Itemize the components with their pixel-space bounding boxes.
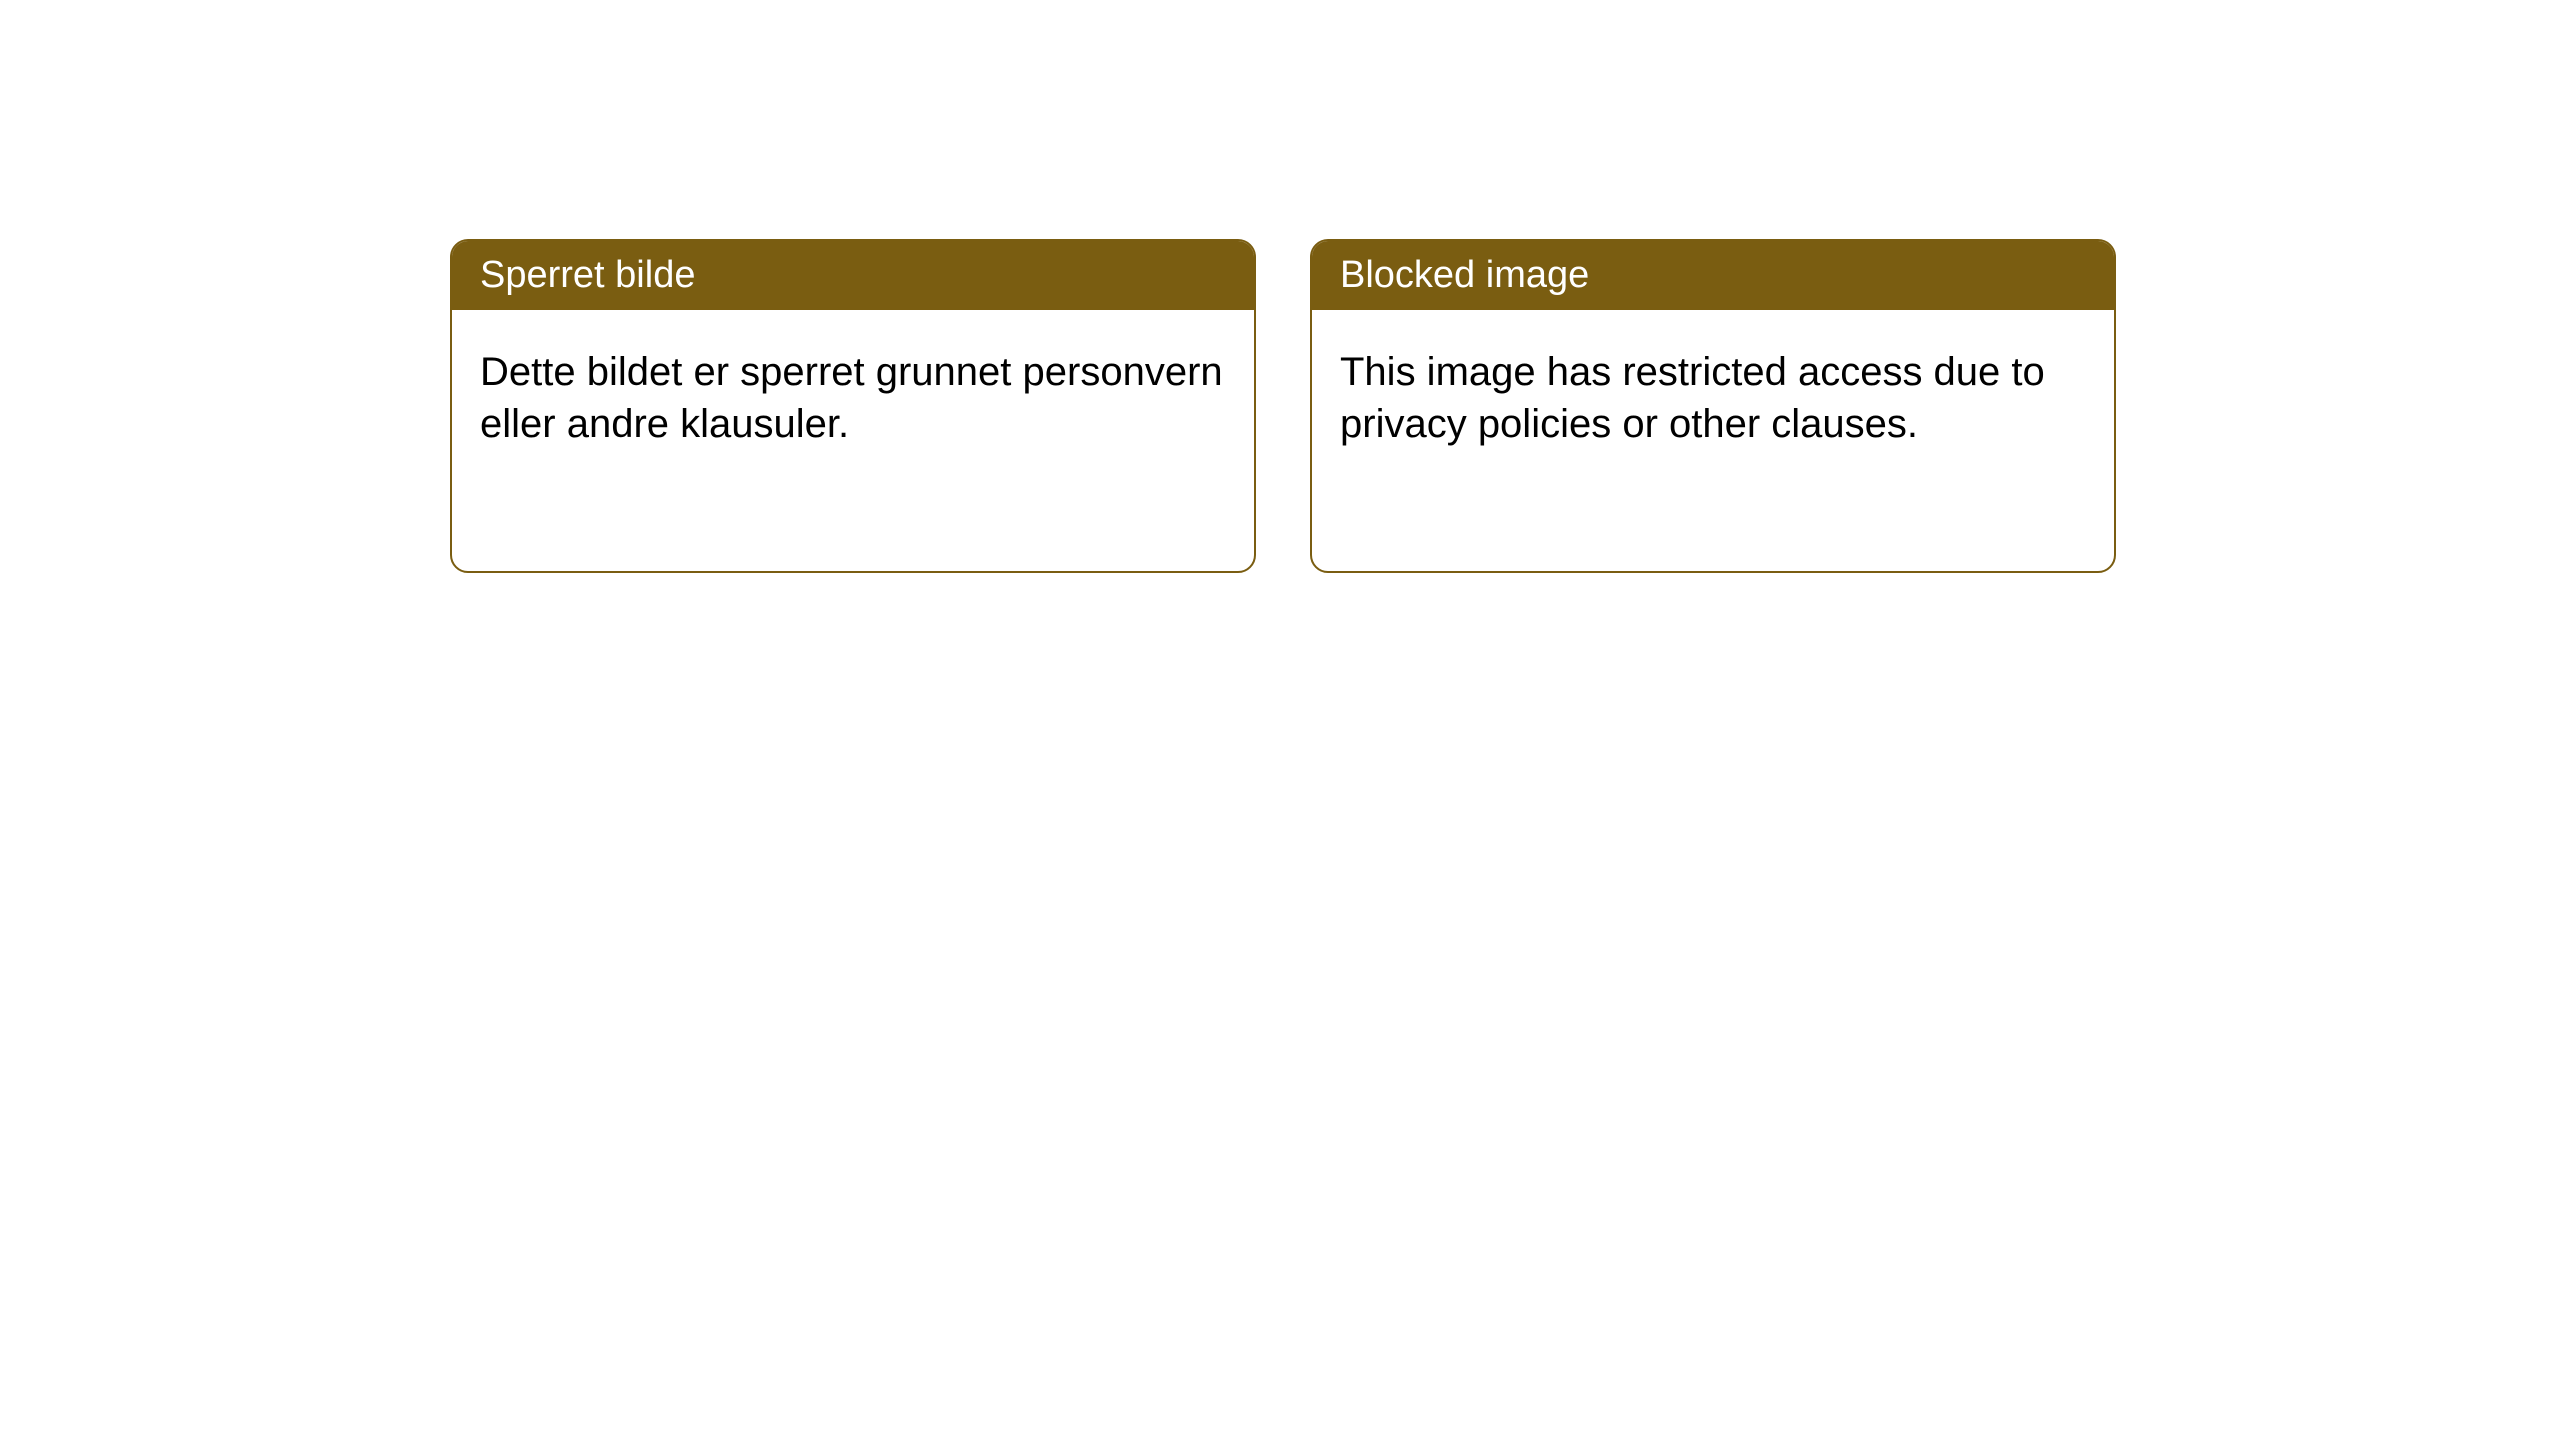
notice-card-norwegian: Sperret bilde Dette bildet er sperret gr… [450, 239, 1256, 573]
notice-body-english: This image has restricted access due to … [1312, 310, 2114, 486]
notice-container: Sperret bilde Dette bildet er sperret gr… [0, 0, 2560, 573]
notice-body-norwegian: Dette bildet er sperret grunnet personve… [452, 310, 1254, 486]
notice-card-english: Blocked image This image has restricted … [1310, 239, 2116, 573]
notice-header-norwegian: Sperret bilde [452, 241, 1254, 310]
notice-header-english: Blocked image [1312, 241, 2114, 310]
